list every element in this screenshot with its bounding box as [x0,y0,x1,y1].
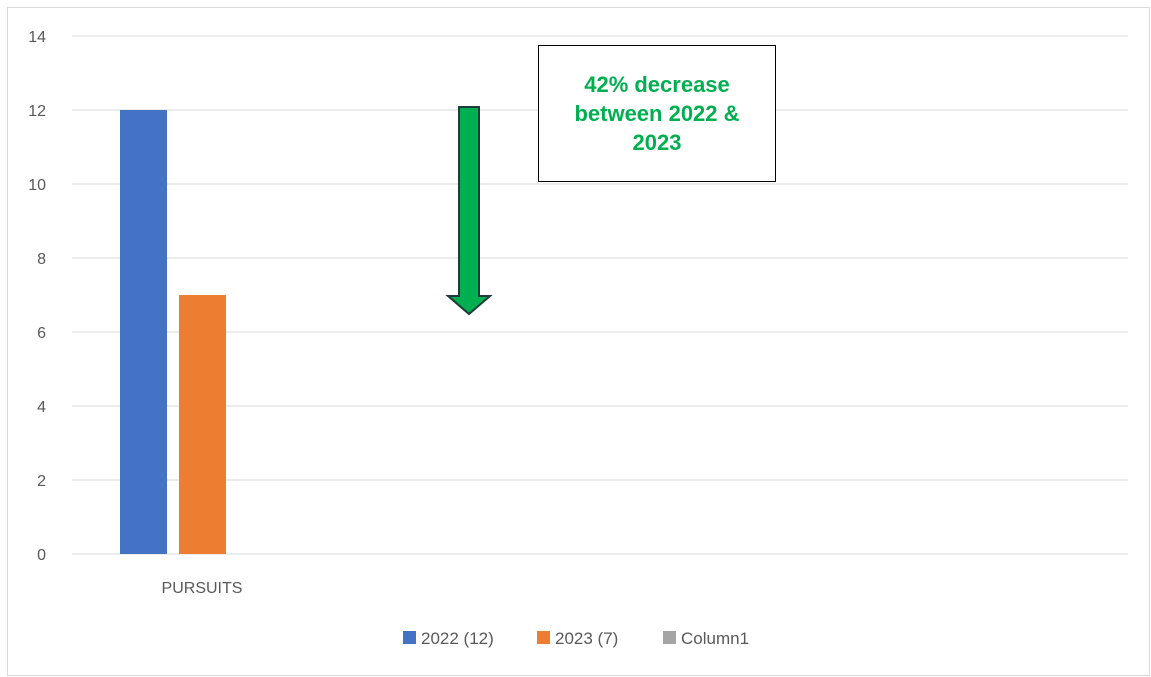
y-tick-label: 14 [28,29,46,46]
decrease-arrow-layer [445,106,493,316]
y-tick-label: 12 [28,103,46,120]
x-axis-categories: PURSUITS [162,580,243,597]
bar-2022-12 [120,110,167,554]
gridlines [72,35,1128,555]
legend: 2022 (12) 2023 (7) Column1 [403,629,749,648]
legend-label: 2023 (7) [555,629,618,648]
y-tick-label: 6 [37,325,46,342]
legend-swatch [663,631,676,644]
y-tick-label: 2 [37,473,46,490]
y-tick-label: 8 [37,251,46,268]
down-arrow-icon [445,106,493,316]
bars [120,110,226,554]
annotation-box: 42% decrease between 2022 & 2023 [538,45,776,182]
y-tick-label: 10 [28,177,46,194]
legend-label: 2022 (12) [421,629,494,648]
y-axis-ticks: 0 2 4 6 8 10 12 14 [28,29,46,564]
annotation-text: 42% decrease between 2022 & 2023 [574,72,740,155]
legend-label: Column1 [681,629,749,648]
legend-swatch [403,631,416,644]
y-tick-label: 0 [37,547,46,564]
x-category-label: PURSUITS [162,580,243,597]
bar-2023-7 [179,295,226,554]
y-tick-label: 4 [37,399,46,416]
legend-swatch [537,631,550,644]
